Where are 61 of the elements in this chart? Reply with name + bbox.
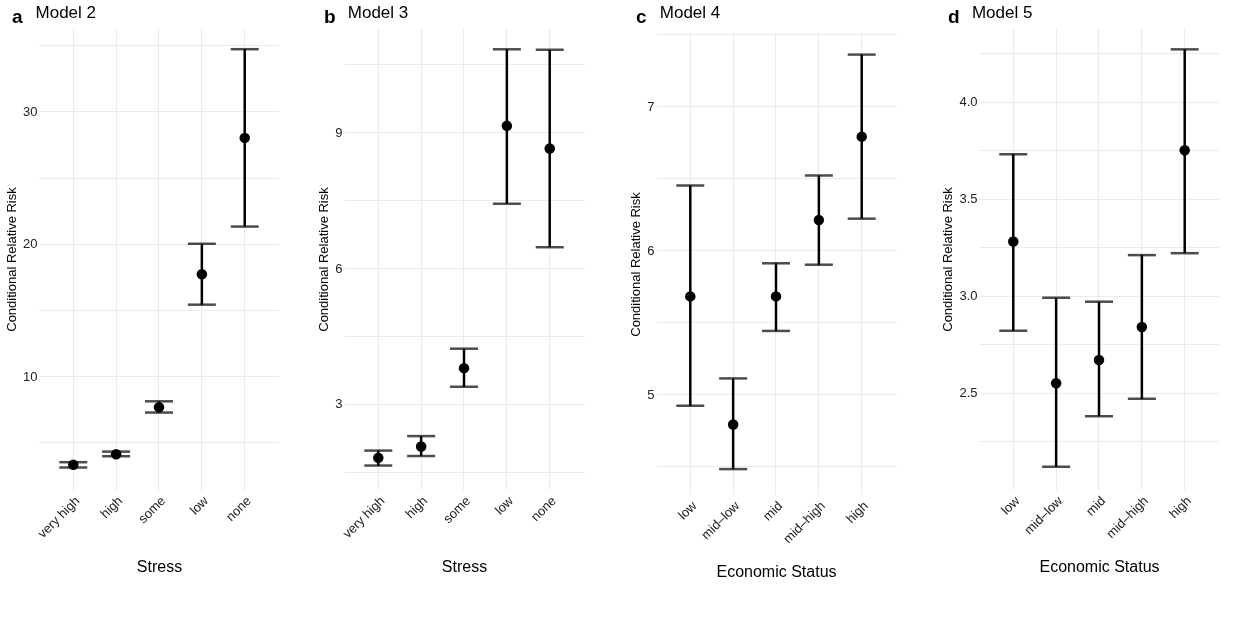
text: a xyxy=(12,6,23,28)
x-tick-label: high xyxy=(842,498,871,527)
x-tick-label: low xyxy=(998,492,1023,518)
x-tick-label: very high xyxy=(34,493,83,541)
chart-title: Model 5 xyxy=(971,3,1033,22)
point xyxy=(727,419,739,430)
x-tick-label: low xyxy=(491,492,517,518)
y-tick-label: 4.0 xyxy=(959,94,978,110)
point xyxy=(856,131,867,142)
point xyxy=(415,441,427,452)
x-tick-label: high xyxy=(97,493,126,522)
point xyxy=(544,143,555,154)
point xyxy=(239,132,250,144)
x-axis-title: Stress xyxy=(136,557,183,575)
x-tick-label: high xyxy=(1165,493,1194,522)
y-tick-label: 7 xyxy=(647,98,655,114)
chart-title: Model 3 xyxy=(347,3,409,22)
point xyxy=(1050,378,1062,389)
point xyxy=(196,268,208,280)
x-tick-label: very high xyxy=(339,493,388,541)
chart-title: Model 2 xyxy=(35,3,97,22)
point xyxy=(813,214,825,226)
text: c xyxy=(636,6,647,28)
x-axis-title: Economic Status xyxy=(1039,558,1160,575)
point xyxy=(685,291,696,302)
x-tick-label: high xyxy=(402,493,431,522)
y-axis-title: Conditional Relative Risk xyxy=(628,191,644,337)
x-tick-label: low xyxy=(675,497,700,523)
point xyxy=(110,449,122,460)
y-axis-title: Conditional Relative Risk xyxy=(4,186,20,332)
y-tick-label: 6 xyxy=(335,260,343,276)
y-tick-label: 3.0 xyxy=(959,288,978,304)
y-tick-label: 2.5 xyxy=(959,385,978,401)
chart-title: Model 4 xyxy=(659,3,721,23)
text: b xyxy=(324,6,336,28)
point xyxy=(1179,145,1190,156)
point xyxy=(770,291,782,302)
point xyxy=(501,120,513,132)
y-axis-title: Conditional Relative Risk xyxy=(940,186,956,332)
x-tick-label: mid xyxy=(1082,493,1109,519)
x-axis-title: Economic Status xyxy=(716,563,837,580)
y-tick-label: 3 xyxy=(335,396,343,412)
y-tick-label: 10 xyxy=(23,368,38,384)
point xyxy=(458,362,470,374)
y-tick-label: 9 xyxy=(335,124,343,140)
point xyxy=(1093,354,1105,366)
point xyxy=(68,459,79,471)
point xyxy=(373,452,384,464)
x-tick-label: low xyxy=(186,492,212,518)
y-tick-label: 30 xyxy=(23,103,38,119)
text: d xyxy=(948,6,960,28)
y-axis-title: Conditional Relative Risk xyxy=(316,186,332,332)
x-axis-title: Stress xyxy=(441,557,488,575)
point xyxy=(153,402,165,413)
y-tick-label: 5 xyxy=(647,386,655,402)
y-tick-label: 20 xyxy=(23,236,38,252)
x-tick-label: mid xyxy=(759,498,786,524)
y-tick-label: 3.5 xyxy=(959,191,978,207)
point xyxy=(1136,321,1148,333)
point xyxy=(1008,236,1019,247)
y-tick-label: 6 xyxy=(647,242,655,258)
